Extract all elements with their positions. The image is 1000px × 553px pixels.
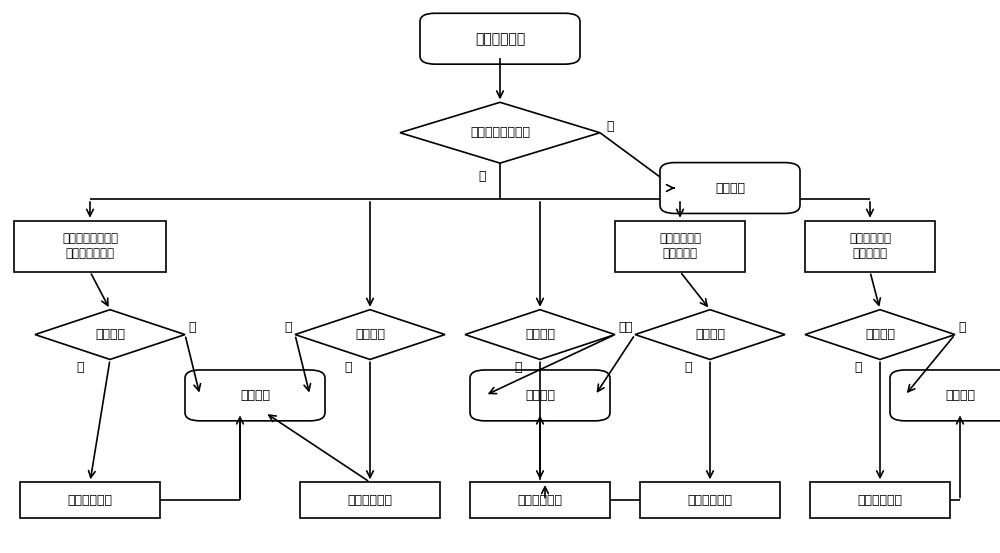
Text: 发送缓变告警: 发送缓变告警 <box>348 494 392 507</box>
Text: 是: 是 <box>76 361 84 374</box>
FancyBboxPatch shape <box>890 370 1000 421</box>
Bar <box>640 482 780 519</box>
Polygon shape <box>35 310 185 359</box>
Text: 是: 是 <box>344 361 352 374</box>
Polygon shape <box>635 310 785 359</box>
Text: 最高温度: 最高温度 <box>355 328 385 341</box>
Text: 是: 是 <box>514 361 522 374</box>
Text: 分析结束: 分析结束 <box>240 389 270 402</box>
Polygon shape <box>400 102 600 163</box>
Text: 是: 是 <box>684 361 692 374</box>
Text: 分析结束: 分析结束 <box>945 389 975 402</box>
Polygon shape <box>805 310 955 359</box>
Text: 分析结束: 分析结束 <box>715 181 745 195</box>
FancyBboxPatch shape <box>185 370 325 421</box>
Text: 否: 否 <box>284 321 292 334</box>
Text: 分析结束: 分析结束 <box>525 389 555 402</box>
Text: 温度差值: 温度差值 <box>95 328 125 341</box>
Polygon shape <box>295 310 445 359</box>
Text: 发送缓变告警: 发送缓变告警 <box>688 494 732 507</box>
Polygon shape <box>465 310 615 359</box>
FancyBboxPatch shape <box>420 13 580 64</box>
Text: 第一次接收温度值: 第一次接收温度值 <box>470 126 530 139</box>
Text: 发送缓变告警: 发送缓变告警 <box>518 494 562 507</box>
Text: 与平均温度相
减得到差值: 与平均温度相 减得到差值 <box>849 232 891 260</box>
Bar <box>20 482 160 519</box>
Text: 与环境温度相
减得到差值: 与环境温度相 减得到差值 <box>659 232 701 260</box>
Text: 是: 是 <box>854 361 862 374</box>
Text: 平均温差: 平均温差 <box>865 328 895 341</box>
Text: 环境温差: 环境温差 <box>695 328 725 341</box>
Bar <box>810 482 950 519</box>
Text: 是: 是 <box>606 119 614 133</box>
Text: 否: 否 <box>188 321 196 334</box>
Text: 最低温度: 最低温度 <box>525 328 555 341</box>
Text: 发送缓变告警: 发送缓变告警 <box>68 494 112 507</box>
Bar <box>300 482 440 519</box>
FancyBboxPatch shape <box>470 370 610 421</box>
Text: 否: 否 <box>624 321 632 334</box>
Text: 发送缓变告警: 发送缓变告警 <box>858 494 902 507</box>
Text: 接收测温数据: 接收测温数据 <box>475 32 525 46</box>
Text: 与上次接收的温度
值相减得到差值: 与上次接收的温度 值相减得到差值 <box>62 232 118 260</box>
Text: 否: 否 <box>618 321 626 334</box>
FancyBboxPatch shape <box>660 163 800 213</box>
Bar <box>470 482 610 519</box>
Text: 否: 否 <box>958 321 966 334</box>
Bar <box>805 221 935 272</box>
Text: 否: 否 <box>478 170 486 184</box>
Bar <box>14 221 166 272</box>
Bar <box>615 221 745 272</box>
